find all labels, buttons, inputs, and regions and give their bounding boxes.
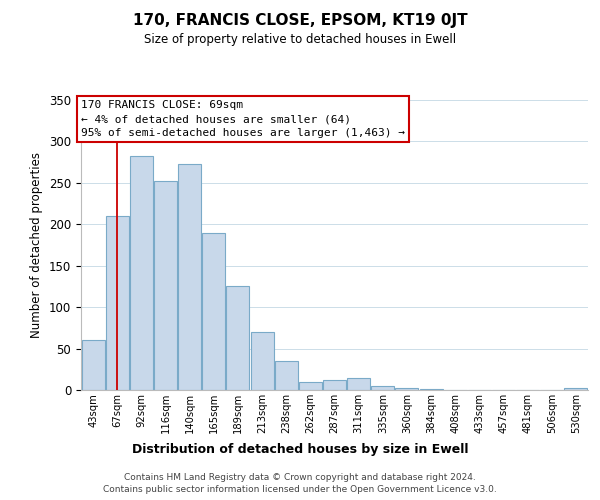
Y-axis label: Number of detached properties: Number of detached properties — [31, 152, 43, 338]
Bar — [130, 156, 153, 390]
Text: 170 FRANCIS CLOSE: 69sqm
← 4% of detached houses are smaller (64)
95% of semi-de: 170 FRANCIS CLOSE: 69sqm ← 4% of detache… — [81, 100, 405, 138]
Bar — [178, 164, 201, 390]
Bar — [395, 388, 418, 390]
Bar — [202, 232, 225, 390]
Text: Contains HM Land Registry data © Crown copyright and database right 2024.: Contains HM Land Registry data © Crown c… — [124, 472, 476, 482]
Bar — [106, 216, 128, 390]
Bar — [226, 286, 250, 390]
Bar — [347, 378, 370, 390]
Bar — [419, 389, 443, 390]
Bar — [251, 332, 274, 390]
Text: Size of property relative to detached houses in Ewell: Size of property relative to detached ho… — [144, 32, 456, 46]
Bar — [565, 388, 587, 390]
Bar — [371, 386, 394, 390]
Text: Distribution of detached houses by size in Ewell: Distribution of detached houses by size … — [132, 442, 468, 456]
Text: 170, FRANCIS CLOSE, EPSOM, KT19 0JT: 170, FRANCIS CLOSE, EPSOM, KT19 0JT — [133, 12, 467, 28]
Bar — [323, 380, 346, 390]
Bar — [154, 181, 177, 390]
Bar — [299, 382, 322, 390]
Bar — [82, 340, 104, 390]
Text: Contains public sector information licensed under the Open Government Licence v3: Contains public sector information licen… — [103, 485, 497, 494]
Bar — [275, 361, 298, 390]
